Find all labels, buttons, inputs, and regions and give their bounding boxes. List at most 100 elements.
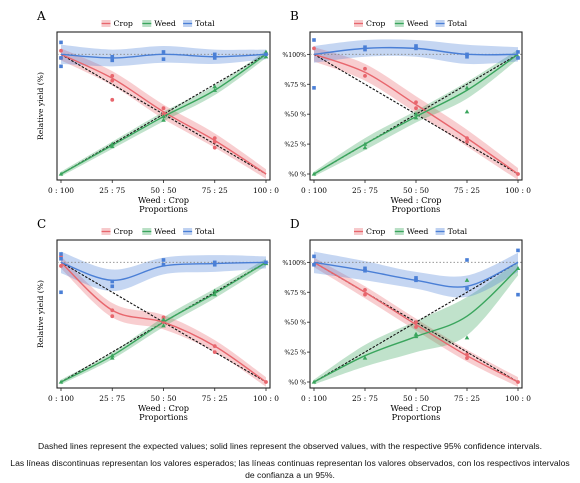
observed-line-crop [313, 53, 519, 175]
data-point-total [110, 284, 115, 289]
panel-c: C 0 : 100 25 : 75 50 : 50 75 : 25 100 : 0 Weed… [36, 217, 279, 422]
x-axis-label: Weed : Crop [391, 195, 442, 205]
legend-label-crop: Crop [366, 227, 385, 236]
data-point-total [59, 64, 63, 69]
data-point-total [59, 40, 63, 45]
x-tick-label: 50 : 50 [151, 394, 177, 403]
confidence-band-crop [314, 47, 518, 180]
data-point-total [465, 54, 469, 59]
data-point-total [59, 252, 63, 256]
x-tick-label: 75 : 25 [454, 394, 480, 403]
data-point-total [110, 279, 115, 284]
data-point-weed [263, 54, 269, 59]
y-tick-label: %0 % [288, 380, 306, 387]
data-point-crop [465, 356, 469, 360]
y-axis-label: Relative yield (%) [36, 72, 45, 140]
x-tick-label: 100 : 0 [505, 394, 531, 403]
data-point-total [414, 276, 418, 280]
data-point-weed [161, 317, 166, 322]
data-point-total [312, 38, 316, 42]
y-tick-label: %25 % [284, 142, 306, 149]
data-point-weed [58, 379, 64, 384]
legend: Crop Weed Total [354, 227, 468, 236]
x-tick-label: 100 : 0 [505, 186, 531, 195]
data-point-crop [414, 320, 418, 325]
data-point-weed [515, 265, 521, 270]
data-point-total [312, 86, 316, 90]
legend-label-total: Total [448, 227, 468, 236]
x-axis-label: Proportions [392, 412, 441, 422]
data-point-weed [161, 117, 166, 122]
observed-line-total [60, 53, 267, 59]
x-tick-label: 0 : 100 [301, 394, 327, 403]
data-point-weed [362, 145, 368, 150]
data-point-total [312, 262, 316, 267]
expected-line-weed [60, 261, 267, 383]
data-point-crop [59, 48, 63, 53]
data-point-weed [109, 355, 115, 360]
data-point-total [516, 292, 520, 297]
expected-line-crop [60, 53, 267, 175]
x-axis-label: Weed : Crop [391, 403, 442, 413]
data-point-weed [413, 334, 419, 339]
y-tick-label: %50 % [284, 112, 306, 119]
x-tick-label: 75 : 25 [202, 394, 228, 403]
y-tick-label: %75 % [284, 290, 306, 297]
data-point-weed [161, 114, 166, 119]
legend-label-weed: Weed [154, 19, 176, 28]
data-point-total [414, 44, 418, 48]
data-point-weed [109, 353, 115, 358]
observed-line-crop [60, 53, 267, 175]
data-point-weed [58, 171, 64, 176]
data-point-weed [413, 331, 419, 336]
x-tick-label: 50 : 50 [151, 186, 177, 195]
data-point-total [363, 266, 367, 271]
data-point-total [414, 278, 418, 283]
legend: Crop Weed Total [101, 19, 215, 28]
panel-letter: B [290, 9, 299, 23]
data-point-total [363, 268, 367, 273]
data-point-crop [212, 145, 217, 150]
data-point-weed [464, 85, 470, 90]
data-point-total [516, 248, 520, 253]
data-point-total [465, 258, 469, 262]
x-tick-label: 25 : 75 [99, 394, 125, 403]
observed-line-crop [313, 261, 519, 383]
x-tick-label: 0 : 100 [301, 186, 327, 195]
panel-a: A 0 : 100 25 : 75 50 : 50 75 : 25 100 : 0 Weed… [36, 9, 279, 214]
data-point-crop [414, 106, 418, 111]
panel-letter: D [290, 217, 300, 231]
x-axis-label: Proportions [139, 412, 188, 422]
legend-label-total: Total [448, 19, 468, 28]
data-point-crop [363, 287, 367, 292]
x-tick-label: 25 : 75 [352, 186, 378, 195]
data-point-total [465, 286, 469, 291]
data-point-crop [212, 350, 217, 354]
expected-line-crop [60, 261, 267, 383]
data-point-weed [464, 335, 470, 340]
data-point-total [161, 262, 166, 267]
x-tick-label: 50 : 50 [403, 186, 429, 195]
legend-label-crop: Crop [114, 19, 133, 28]
data-point-total [110, 58, 115, 63]
data-point-total [312, 254, 316, 259]
data-point-total [264, 260, 268, 265]
panel-letter: A [36, 9, 46, 23]
data-point-total [363, 47, 367, 52]
data-point-weed [109, 144, 115, 149]
x-tick-label: 100 : 0 [253, 394, 279, 403]
data-point-total [59, 256, 63, 261]
data-point-total [110, 54, 115, 59]
legend: Crop Weed Total [101, 227, 215, 236]
y-tick-label: %100% [282, 52, 306, 59]
data-point-crop [212, 139, 217, 144]
legend: Crop Weed Total [354, 19, 468, 28]
data-point-crop [414, 325, 418, 329]
x-tick-label: 75 : 25 [454, 186, 480, 195]
x-axis-label: Proportions [139, 204, 188, 214]
data-point-weed [212, 288, 218, 293]
caption-english: Dashed lines represent the expected valu… [38, 441, 542, 451]
y-tick-label: %50 % [284, 320, 306, 327]
caption-spanish: Las líneas discontinuas representan los … [10, 458, 570, 480]
data-point-weed [362, 141, 368, 146]
